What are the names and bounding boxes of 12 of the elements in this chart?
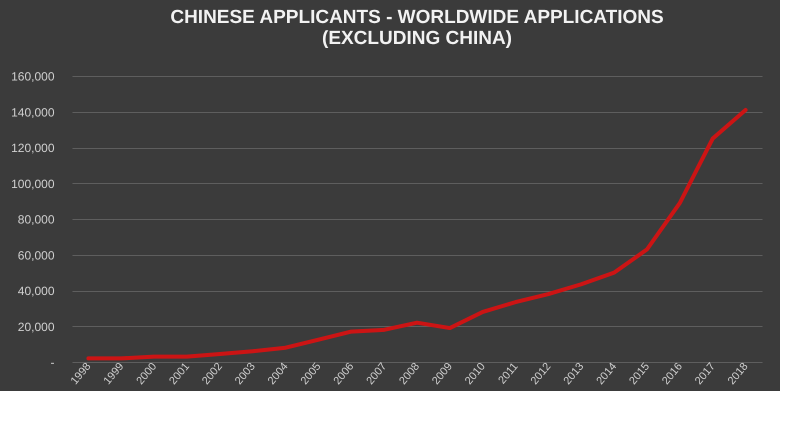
- line-series: [86, 108, 748, 360]
- y-tick-label: 120,000: [11, 141, 55, 155]
- y-tick-label: 160,000: [11, 70, 55, 84]
- y-tick-label: 40,000: [18, 284, 55, 298]
- y-tick-label: 60,000: [18, 248, 55, 262]
- y-tick-label: 100,000: [11, 176, 55, 191]
- y-tick-label: 20,000: [18, 320, 55, 334]
- text: CHINESE APPLICANTS - WORLDWIDE APPLICATIONS: [170, 7, 664, 28]
- text: (EXCLUDING CHINA): [322, 28, 512, 49]
- y-tick-label: 80,000: [18, 212, 55, 226]
- y-tick-label: 140,000: [11, 105, 55, 120]
- y-tick-label: -: [50, 356, 54, 370]
